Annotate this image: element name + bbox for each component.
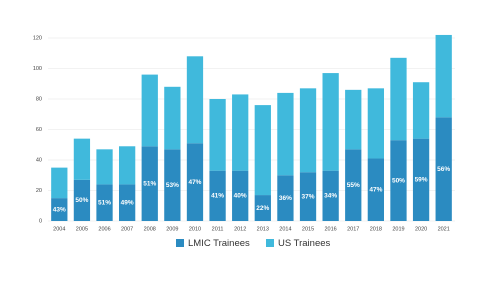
x-tick-label: 2012	[234, 226, 246, 232]
bar-segment	[51, 198, 68, 221]
legend-swatch	[266, 239, 274, 247]
bar-segment	[141, 74, 158, 147]
share-label: 49%	[121, 199, 134, 206]
x-tick-label: 2021	[438, 226, 450, 232]
y-tick-label: 0	[39, 218, 42, 224]
share-label: 56%	[437, 166, 450, 173]
legend-label: US Trainees	[278, 238, 331, 249]
legend-swatch	[176, 239, 184, 247]
bar-segment	[186, 56, 204, 144]
bar-segment	[73, 179, 91, 221]
bar-segment	[435, 34, 452, 118]
y-tick-label: 100	[33, 66, 42, 72]
bar-segment	[390, 57, 407, 141]
share-label: 53%	[166, 182, 179, 189]
share-label: 47%	[188, 179, 201, 186]
x-tick-label: 2019	[392, 226, 404, 232]
bar-segment	[322, 170, 339, 221]
bar-segment	[412, 138, 430, 221]
x-tick-label: 2014	[279, 226, 291, 232]
bar-segment	[299, 88, 317, 173]
bar-segment	[254, 195, 271, 221]
bar-segment	[367, 88, 385, 159]
bar-segment	[118, 184, 136, 221]
bar-segment	[277, 92, 294, 176]
share-label: 22%	[256, 205, 269, 212]
share-label: 59%	[415, 177, 428, 184]
share-label: 50%	[392, 177, 405, 184]
x-tick-label: 2004	[53, 226, 65, 232]
x-tick-label: 2007	[121, 226, 133, 232]
bar-segment	[412, 82, 430, 139]
share-label: 40%	[234, 193, 247, 200]
y-tick-label: 20	[36, 188, 42, 194]
share-label: 47%	[369, 186, 382, 193]
bar-segment	[186, 143, 204, 221]
x-tick-label: 2018	[370, 226, 382, 232]
share-label: 43%	[53, 206, 66, 213]
bar-segment	[345, 149, 362, 221]
bar-segment	[96, 149, 113, 185]
bar-segment	[141, 146, 158, 221]
y-tick-label: 40	[36, 157, 42, 163]
bar-segment	[73, 138, 91, 180]
bar-segment	[96, 184, 113, 221]
share-label: 50%	[75, 197, 88, 204]
share-label: 36%	[279, 195, 292, 202]
x-tick-label: 2006	[98, 226, 110, 232]
share-label: 51%	[98, 199, 111, 206]
bar-segment	[209, 170, 226, 221]
bar-segment	[51, 167, 68, 199]
x-tick-label: 2010	[189, 226, 201, 232]
x-tick-label: 2005	[76, 226, 88, 232]
x-tick-label: 2008	[144, 226, 156, 232]
bar-segment	[209, 99, 226, 171]
x-tick-label: 2017	[347, 226, 359, 232]
bar-segment	[277, 175, 294, 221]
bar-segment	[390, 140, 407, 221]
share-label: 41%	[211, 193, 224, 200]
bar-segment	[232, 170, 249, 221]
bar-segment	[435, 117, 452, 221]
x-tick-label: 2009	[166, 226, 178, 232]
bar-segment	[299, 172, 317, 221]
share-label: 37%	[302, 193, 315, 200]
x-tick-label: 2011	[212, 226, 224, 232]
share-label: 34%	[324, 193, 337, 200]
x-tick-label: 2015	[302, 226, 314, 232]
y-tick-label: 60	[36, 127, 42, 133]
x-tick-label: 2013	[257, 226, 269, 232]
legend-label: LMIC Trainees	[188, 238, 250, 249]
bar-segment	[254, 105, 271, 196]
x-tick-label: 2016	[325, 226, 337, 232]
bar-segment	[164, 86, 181, 150]
bar-segment	[232, 94, 249, 171]
bar-segment	[164, 149, 181, 221]
bar-segment	[118, 146, 136, 185]
share-label: 51%	[143, 180, 156, 187]
y-tick-label: 120	[33, 35, 42, 41]
bar-segment	[367, 158, 385, 221]
y-tick-label: 80	[36, 96, 42, 102]
bar-segment	[345, 89, 362, 150]
x-tick-label: 2020	[415, 226, 427, 232]
share-label: 55%	[347, 182, 360, 189]
bar-segment	[322, 73, 339, 171]
